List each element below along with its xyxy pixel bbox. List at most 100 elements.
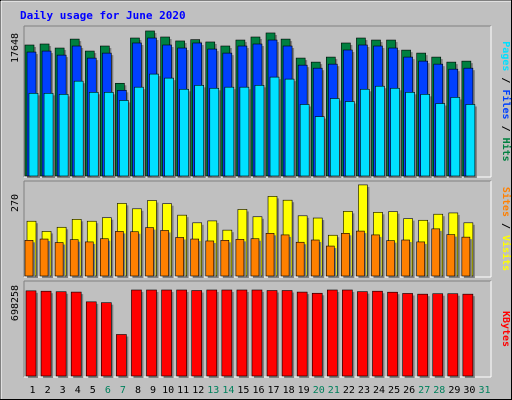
panel-visits-sites-bar-sites-day-19: Sites day 19: 106: [295, 241, 305, 277]
panel-hits-files-pages-bar-pages-day-19: Pages day 19: 8954: [299, 104, 310, 177]
x-tick-label-day-4: 4: [75, 385, 81, 396]
panel-kbytes-bar-kbytes-day-4: KBytes day 4: 681300: [70, 291, 82, 377]
panel-kbytes-bar-kbytes-day-6: KBytes day 6: 595400: [101, 302, 112, 377]
panel-hits-files-pages-bar-pages-day-14: Pages day 14: 11116: [224, 86, 235, 177]
panel-visits-sites-bar-sites-day-18: Sites day 18: 129: [280, 234, 290, 277]
panel-kbytes-bar-kbytes-day-29: KBytes day 29: 668100: [447, 293, 459, 377]
panel-visits-sites-bar-sites-day-26: Sites day 26: 113: [401, 239, 410, 277]
panel-kbytes-bar-kbytes-day-8: KBytes day 8: 698258: [131, 289, 142, 377]
panel-kbytes-bar-kbytes-day-21: KBytes day 21: 698258: [326, 289, 338, 377]
panel-kbytes-bar-kbytes-day-2: KBytes day 2: 688500: [40, 290, 52, 377]
x-tick-label-day-15: 15: [237, 385, 249, 396]
x-tick-label-day-7: 7: [120, 385, 126, 396]
panel-visits-sites-bar-sites-day-24: Sites day 24: 129: [371, 234, 380, 277]
panel-visits-sites-bar-sites-day-20: Sites day 20: 113: [310, 239, 320, 277]
panel-kbytes-bar-kbytes-day-17: KBytes day 17: 694100: [266, 290, 278, 377]
panel-hits-files-pages-bar-pages-day-20: Pages day 20: 7436: [314, 116, 325, 177]
panel-hits-files-pages-bar-pages-day-15: Pages day 15: 11116: [239, 86, 250, 177]
panel-hits-files-pages-bar-pages-day-26: Pages day 26: 10474: [405, 92, 415, 177]
panel-visits-sites-bar-sites-day-16: Sites day 16: 117: [250, 238, 260, 277]
x-tick-label-day-6: 6: [105, 385, 111, 396]
x-tick-label-day-9: 9: [150, 385, 156, 396]
x-tick-label-day-3: 3: [60, 385, 66, 396]
panel-kbytes-bar-kbytes-day-12: KBytes day 12: 694100: [191, 290, 203, 377]
panel-hits-files-pages-bar-pages-day-5: Pages day 5: 10474: [88, 92, 99, 177]
panel-kbytes-bar-kbytes-day-27: KBytes day 27: 664500: [417, 293, 428, 377]
panel-kbytes-bar-kbytes-day-28: KBytes day 28: 668100: [432, 293, 444, 377]
panel-visits-sites-bar-sites-day-13: Sites day 13: 110: [205, 240, 215, 277]
x-tick-label-day-17: 17: [268, 385, 280, 396]
panel-kbytes-bar-kbytes-day-30: KBytes day 30: 664500: [462, 293, 474, 377]
x-tick-label-day-25: 25: [388, 385, 400, 396]
x-tick-label-day-11: 11: [177, 385, 189, 396]
panel-kbytes-bar-kbytes-day-9: KBytes day 9: 698258: [146, 289, 157, 377]
x-tick-label-day-21: 21: [328, 385, 340, 396]
panel-hits-files-pages-bar-pages-day-3: Pages day 3: 10220: [58, 94, 69, 177]
panel-hits-files-pages-bar-pages-day-17: Pages day 17: 12377: [269, 76, 280, 177]
x-tick-label-day-23: 23: [358, 385, 370, 396]
panel-visits-sites-bar-sites-day-29: Sites day 29: 130: [446, 234, 456, 277]
x-tick-label-day-12: 12: [192, 385, 204, 396]
panel-visits-sites-bar-sites-day-3: Sites day 3: 105: [54, 242, 64, 277]
panel-kbytes-bar-kbytes-day-23: KBytes day 23: 685000: [357, 291, 368, 377]
panel-hits-files-pages-bar-pages-day-12: Pages day 12: 11348: [194, 85, 205, 177]
panel-visits-sites-bar-sites-day-12: Sites day 12: 116: [190, 238, 200, 277]
panel-visits-sites-bar-sites-day-15: Sites day 15: 115: [235, 239, 245, 277]
panel-hits-files-pages-bar-pages-day-16: Pages day 16: 11348: [254, 85, 265, 177]
x-tick-label-day-18: 18: [283, 385, 295, 396]
panel-kbytes-max-label: 698258: [10, 285, 21, 321]
panel-hits-files-pages-bar-pages-day-11: Pages day 11: 10855: [179, 88, 189, 177]
x-tick-label-day-8: 8: [135, 385, 141, 396]
panel-hits-files-pages-bar-pages-day-30: Pages day 30: 8954: [465, 104, 476, 177]
panel-hits-files-pages-bar-pages-day-6: Pages day 6: 10474: [104, 92, 114, 177]
panel-hits-files-pages-bar-pages-day-7: Pages day 7: 9459: [119, 100, 129, 177]
panel-kbytes-bar-kbytes-day-16: KBytes day 16: 698258: [251, 289, 263, 377]
panel-kbytes-bar-kbytes-day-1: KBytes day 1: 691400: [25, 290, 37, 377]
panel-kbytes-bar-kbytes-day-3: KBytes day 3: 684200: [55, 291, 67, 377]
panel-visits-sites-bar-sites-day-7: Sites day 7: 140: [115, 231, 124, 277]
x-tick-label-day-13: 13: [207, 385, 219, 396]
panel-hits-files-pages-bar-pages-day-28: Pages day 28: 9071: [435, 103, 446, 177]
x-tick-label-day-2: 2: [45, 385, 51, 396]
panel-hits-files-pages-bar-pages-day-13: Pages day 13: 10980: [209, 87, 220, 177]
panel-visits-sites-legend-label: Sites / Visits: [500, 187, 512, 271]
panel-visits-sites-bar-sites-day-14: Sites day 14: 112: [220, 240, 230, 277]
x-tick-label-day-31: 31: [478, 385, 490, 396]
x-tick-label-day-1: 1: [30, 385, 36, 396]
chart-title: Daily usage for June 2020: [20, 9, 186, 22]
x-tick-label-day-10: 10: [162, 385, 174, 396]
panel-hits-files-pages-bar-pages-day-25: Pages day 25: 10980: [390, 87, 400, 177]
panel-visits-sites-bar-sites-day-11: Sites day 11: 121: [175, 237, 184, 277]
panel-hits-files-pages-bar-pages-day-22: Pages day 22: 9323: [345, 101, 355, 177]
panel-hits-files-pages-bar-pages-day-2: Pages day 2: 10347: [43, 93, 54, 177]
panel-hits-files-pages-bar-pages-day-23: Pages day 23: 10855: [360, 88, 370, 177]
x-tick-label-day-29: 29: [448, 385, 460, 396]
panel-hits-files-pages-bar-pages-day-29: Pages day 29: 9837: [450, 97, 461, 177]
panel-visits-sites-bar-sites-day-25: Sites day 25: 111: [386, 240, 395, 277]
panel-hits-files-pages-bar-pages-day-1: Pages day 1: 10347: [28, 93, 39, 177]
x-tick-label-day-27: 27: [418, 385, 430, 396]
x-tick-label-day-16: 16: [252, 385, 264, 396]
panel-kbytes-legend-label: KBytes: [500, 311, 511, 347]
panel-visits-sites-bar-sites-day-22: Sites day 22: 134: [341, 233, 350, 277]
x-tick-label-day-24: 24: [373, 385, 385, 396]
panel-visits-sites-bar-sites-day-1: Sites day 1: 112: [24, 240, 34, 277]
panel-visits-sites-bar-sites-day-5: Sites day 5: 107: [84, 241, 94, 277]
x-tick-label-day-5: 5: [90, 385, 96, 396]
panel-kbytes-bar-kbytes-day-18: KBytes day 18: 694100: [281, 290, 293, 377]
panel-hits-files-pages-bar-pages-day-10: Pages day 10: 12250: [164, 77, 174, 177]
panel-visits-sites-bar-sites-day-21: Sites day 21: 94: [325, 245, 335, 277]
panel-hits-files-pages-bar-pages-day-27: Pages day 27: 10220: [420, 94, 430, 177]
panel-hits-files-pages-bar-pages-day-4: Pages day 4: 11868: [73, 80, 84, 177]
panel-visits-sites-max-label: 270: [10, 194, 21, 212]
panel-kbytes-bar-kbytes-day-25: KBytes day 25: 680400: [387, 291, 398, 377]
x-tick-label-day-28: 28: [433, 385, 445, 396]
panel-hits-files-pages-bar-pages-day-8: Pages day 8: 11116: [134, 86, 144, 177]
panel-hits-files-pages-bar-pages-day-21: Pages day 21: 9700: [329, 98, 340, 177]
panel-visits-sites-bar-sites-day-2: Sites day 2: 116: [39, 238, 49, 277]
panel-visits-sites-bar-sites-day-27: Sites day 27: 107: [416, 241, 425, 277]
panel-kbytes-bar-kbytes-day-20: KBytes day 20: 671900: [311, 292, 323, 377]
x-tick-label-day-26: 26: [403, 385, 415, 396]
